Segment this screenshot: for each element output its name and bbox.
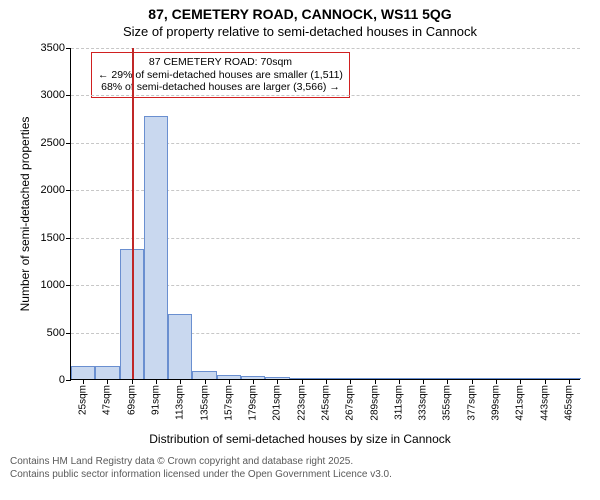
xtick-label: 311sqm <box>393 385 404 420</box>
xtick-label: 47sqm <box>102 385 113 415</box>
annotation-box: 87 CEMETERY ROAD: 70sqm ← 29% of semi-de… <box>91 52 350 98</box>
ytick-mark <box>66 333 71 334</box>
xtick-mark <box>205 379 206 384</box>
ytick-label: 3000 <box>41 89 65 101</box>
ytick-mark <box>66 238 71 239</box>
xtick-mark <box>569 379 570 384</box>
xtick-label: 223sqm <box>296 385 307 421</box>
gridline <box>71 95 580 96</box>
footer-line-2: Contains public sector information licen… <box>10 469 392 482</box>
xtick-label: 267sqm <box>345 385 356 421</box>
annotation-line-2: ← 29% of semi-detached houses are smalle… <box>98 69 343 82</box>
xtick-mark <box>83 379 84 384</box>
xtick-label: 399sqm <box>491 385 502 421</box>
xtick-mark <box>277 379 278 384</box>
histogram-bar <box>192 371 216 379</box>
xtick-label: 245sqm <box>321 385 332 421</box>
xtick-label: 135sqm <box>199 385 210 421</box>
xtick-label: 333sqm <box>418 385 429 421</box>
xtick-mark <box>350 379 351 384</box>
xtick-mark <box>399 379 400 384</box>
xtick-label: 157sqm <box>223 385 234 421</box>
gridline <box>71 48 580 49</box>
xtick-label: 91sqm <box>151 385 162 415</box>
xtick-mark <box>253 379 254 384</box>
histogram-bar <box>168 314 192 379</box>
xtick-label: 289sqm <box>369 385 380 421</box>
histogram-bar <box>144 116 168 379</box>
xtick-label: 377sqm <box>466 385 477 421</box>
chart-subtitle: Size of property relative to semi-detach… <box>0 24 600 39</box>
xtick-label: 465sqm <box>563 385 574 421</box>
xtick-label: 201sqm <box>272 385 283 421</box>
xtick-mark <box>156 379 157 384</box>
xtick-mark <box>107 379 108 384</box>
ytick-mark <box>66 95 71 96</box>
xtick-mark <box>472 379 473 384</box>
xtick-label: 69sqm <box>126 385 137 415</box>
x-axis-title: Distribution of semi-detached houses by … <box>0 432 600 446</box>
ytick-mark <box>66 285 71 286</box>
ytick-label: 2500 <box>41 137 65 149</box>
xtick-label: 179sqm <box>248 385 259 421</box>
xtick-mark <box>229 379 230 384</box>
plot-area: 87 CEMETERY ROAD: 70sqm ← 29% of semi-de… <box>70 48 580 380</box>
histogram-bar <box>95 366 119 379</box>
xtick-mark <box>326 379 327 384</box>
xtick-label: 443sqm <box>539 385 550 421</box>
ytick-label: 0 <box>59 374 65 386</box>
xtick-mark <box>132 379 133 384</box>
chart-container: 87, CEMETERY ROAD, CANNOCK, WS11 5QG Siz… <box>0 0 600 500</box>
xtick-label: 421sqm <box>515 385 526 421</box>
footer-line-1: Contains HM Land Registry data © Crown c… <box>10 456 392 469</box>
ytick-mark <box>66 380 71 381</box>
footer-attribution: Contains HM Land Registry data © Crown c… <box>10 456 392 481</box>
xtick-mark <box>447 379 448 384</box>
xtick-mark <box>496 379 497 384</box>
xtick-mark <box>545 379 546 384</box>
xtick-mark <box>375 379 376 384</box>
ytick-label: 3500 <box>41 42 65 54</box>
chart-title: 87, CEMETERY ROAD, CANNOCK, WS11 5QG <box>0 6 600 22</box>
xtick-mark <box>520 379 521 384</box>
annotation-line-1: 87 CEMETERY ROAD: 70sqm <box>98 56 343 69</box>
xtick-label: 25sqm <box>78 385 89 415</box>
ytick-label: 1000 <box>41 279 65 291</box>
property-marker-line <box>132 48 134 379</box>
histogram-bar <box>71 366 95 379</box>
xtick-mark <box>423 379 424 384</box>
ytick-label: 1500 <box>41 232 65 244</box>
ytick-mark <box>66 143 71 144</box>
xtick-label: 355sqm <box>442 385 453 421</box>
annotation-line-3: 68% of semi-detached houses are larger (… <box>98 81 343 94</box>
ytick-label: 2000 <box>41 184 65 196</box>
xtick-label: 113sqm <box>175 385 186 420</box>
y-axis-title: Number of semi-detached properties <box>18 117 32 312</box>
ytick-label: 500 <box>47 327 65 339</box>
ytick-mark <box>66 48 71 49</box>
xtick-mark <box>302 379 303 384</box>
xtick-mark <box>180 379 181 384</box>
ytick-mark <box>66 190 71 191</box>
